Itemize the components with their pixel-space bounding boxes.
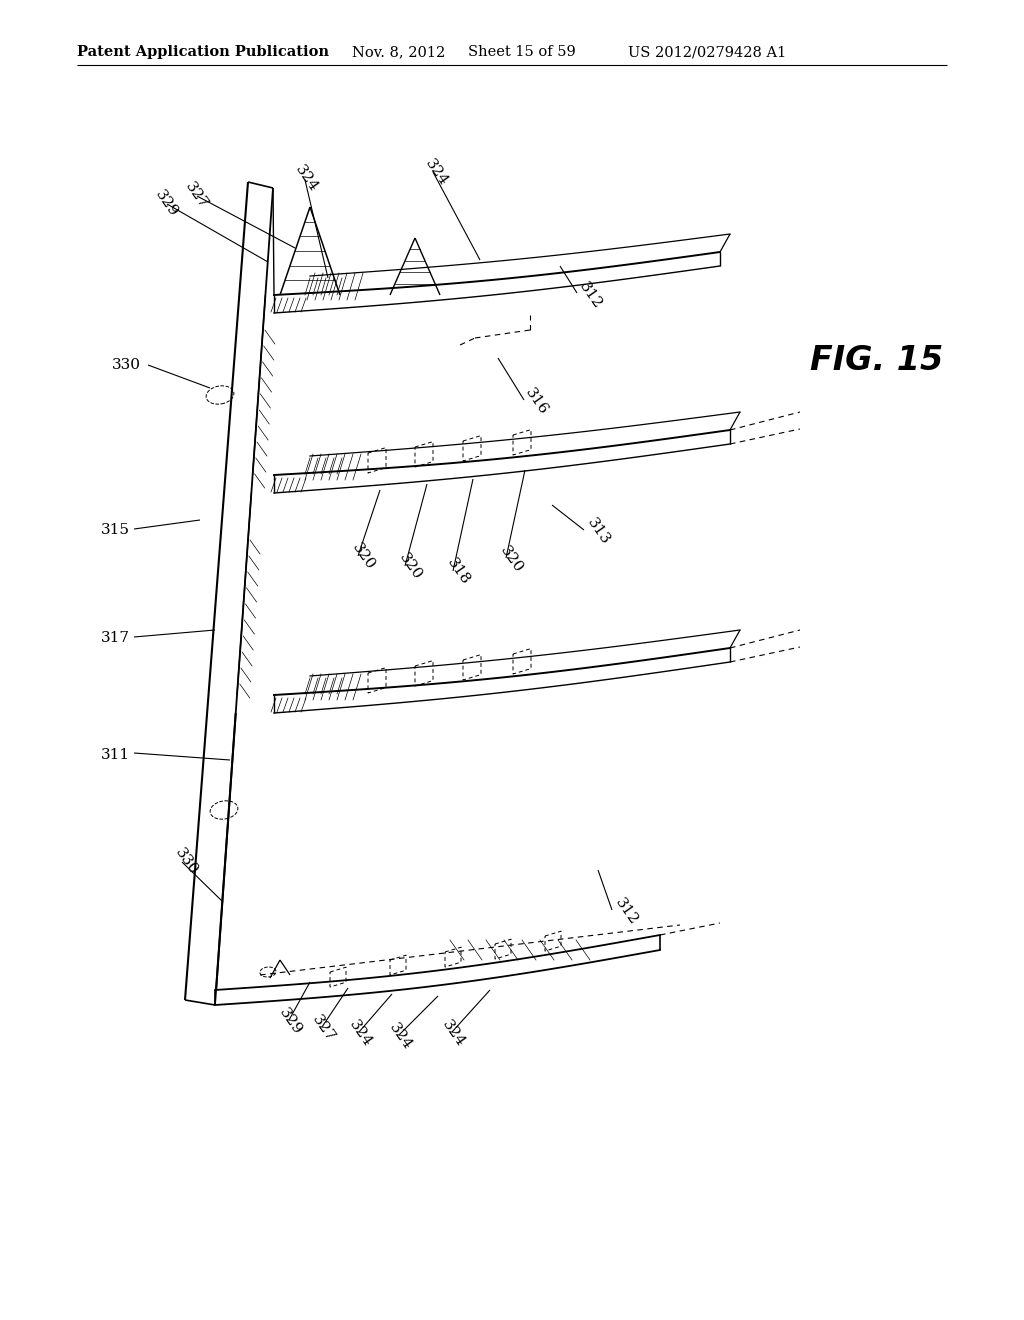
Text: 312: 312 xyxy=(612,896,640,928)
Text: 315: 315 xyxy=(101,523,130,537)
Text: 320: 320 xyxy=(349,541,378,573)
Text: 320: 320 xyxy=(498,544,525,576)
Text: 312: 312 xyxy=(577,280,604,312)
Text: 330: 330 xyxy=(172,846,201,878)
Text: 330: 330 xyxy=(112,358,141,372)
Text: 324: 324 xyxy=(422,157,451,189)
Text: 316: 316 xyxy=(522,385,551,418)
Text: Nov. 8, 2012: Nov. 8, 2012 xyxy=(352,45,445,59)
Text: US 2012/0279428 A1: US 2012/0279428 A1 xyxy=(628,45,786,59)
Text: 318: 318 xyxy=(444,556,472,587)
Text: 324: 324 xyxy=(386,1020,415,1053)
Text: 313: 313 xyxy=(585,516,612,548)
Text: 324: 324 xyxy=(292,162,321,195)
Text: 317: 317 xyxy=(101,631,130,645)
Text: Sheet 15 of 59: Sheet 15 of 59 xyxy=(468,45,575,59)
Text: 311: 311 xyxy=(101,748,130,762)
Text: 329: 329 xyxy=(153,187,180,220)
Text: FIG. 15: FIG. 15 xyxy=(810,343,943,376)
Text: 327: 327 xyxy=(309,1012,337,1044)
Text: 320: 320 xyxy=(396,550,424,583)
Text: 329: 329 xyxy=(276,1006,304,1038)
Text: 327: 327 xyxy=(182,180,210,211)
Text: 324: 324 xyxy=(439,1018,467,1049)
Text: Patent Application Publication: Patent Application Publication xyxy=(77,45,329,59)
Text: 324: 324 xyxy=(346,1018,375,1049)
